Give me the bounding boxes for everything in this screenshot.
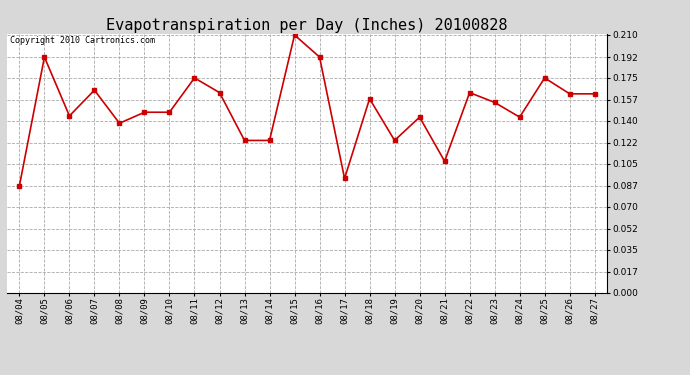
Text: Copyright 2010 Cartronics.com: Copyright 2010 Cartronics.com [10, 36, 155, 45]
Title: Evapotranspiration per Day (Inches) 20100828: Evapotranspiration per Day (Inches) 2010… [106, 18, 508, 33]
